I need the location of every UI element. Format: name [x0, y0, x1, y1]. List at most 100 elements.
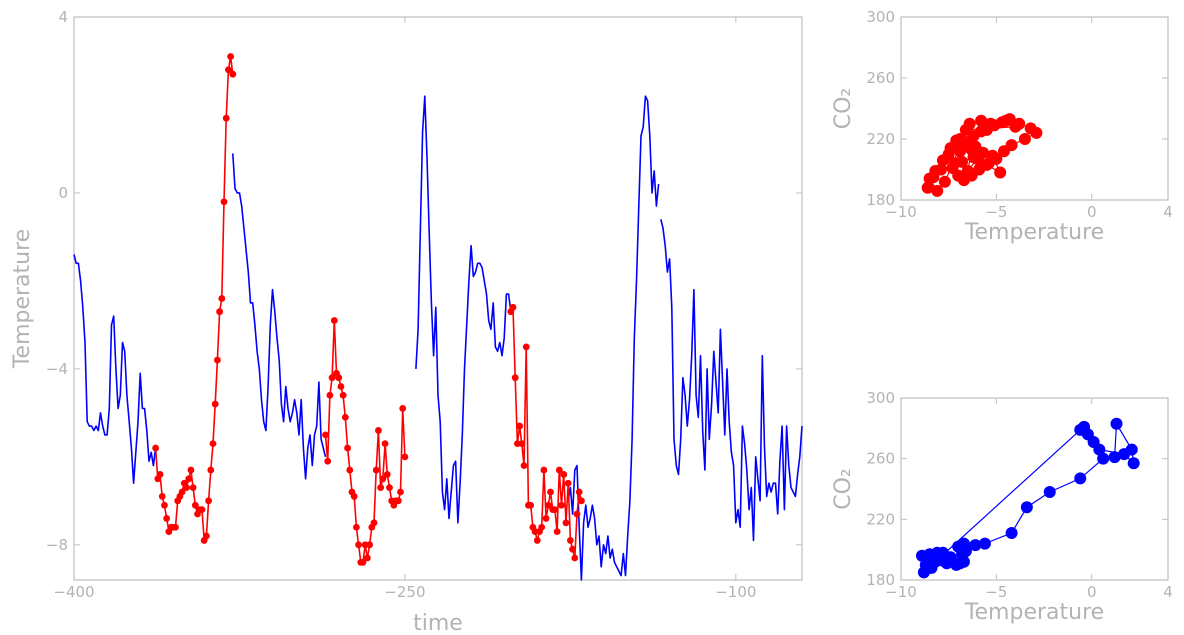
- data-point: [158, 493, 166, 500]
- data-point: [1074, 423, 1087, 436]
- data-point: [923, 561, 936, 574]
- data-point: [547, 488, 554, 496]
- data-point: [207, 466, 215, 474]
- data-point: [938, 175, 951, 188]
- data-point: [975, 114, 988, 127]
- data-point: [573, 510, 581, 518]
- data-point: [965, 143, 978, 156]
- data-point: [366, 541, 374, 549]
- data-point: [350, 493, 358, 500]
- data-point: [959, 123, 972, 136]
- data-point: [575, 488, 583, 496]
- y-tick-label: 300: [866, 8, 895, 26]
- data-point: [509, 303, 517, 311]
- data-point: [227, 53, 235, 60]
- data-point: [954, 145, 967, 158]
- data-point: [337, 383, 345, 390]
- data-point: [216, 308, 224, 316]
- data-point: [335, 374, 343, 382]
- data-point: [961, 165, 974, 178]
- data-point: [1009, 120, 1022, 133]
- data-point: [372, 466, 380, 474]
- data-point: [956, 155, 969, 168]
- data-point: [172, 523, 179, 531]
- data-point: [1108, 451, 1121, 464]
- data-point: [379, 475, 387, 483]
- data-point: [185, 475, 193, 483]
- data-point: [152, 444, 160, 452]
- data-point: [229, 70, 237, 78]
- data-point: [205, 497, 212, 505]
- data-point: [564, 479, 572, 487]
- data-point: [326, 391, 334, 399]
- y-tick-label: 180: [866, 571, 895, 589]
- data-point: [978, 537, 991, 550]
- data-point: [198, 506, 206, 514]
- data-point: [183, 484, 190, 492]
- data-point: [577, 497, 585, 505]
- data-point: [931, 184, 944, 197]
- data-point: [178, 488, 186, 496]
- series-line: [660, 219, 803, 542]
- x-axis-label: Temperature: [964, 600, 1104, 625]
- x-tick-label: −10: [885, 203, 917, 221]
- x-tick-label: −250: [384, 583, 425, 601]
- series-line: [232, 153, 327, 480]
- data-point: [946, 555, 959, 568]
- y-tick-label: 220: [866, 510, 895, 528]
- data-point: [533, 537, 541, 544]
- data-point: [328, 374, 336, 382]
- data-point: [386, 484, 393, 492]
- data-point: [562, 519, 570, 527]
- series-line: [73, 254, 157, 484]
- data-point: [156, 471, 164, 478]
- x-axis-label: time: [413, 611, 463, 635]
- data-point: [187, 466, 195, 474]
- data-point: [1127, 457, 1140, 470]
- data-point: [571, 554, 579, 562]
- data-point: [352, 523, 360, 531]
- data-point: [222, 114, 230, 122]
- data-point: [324, 457, 332, 465]
- data-point: [1097, 452, 1110, 465]
- series-line: [567, 95, 660, 581]
- x-tick-label: 4: [1163, 583, 1173, 601]
- data-point: [189, 484, 197, 492]
- data-point: [355, 541, 362, 549]
- data-point: [220, 198, 228, 206]
- y-tick-label: 260: [866, 450, 895, 468]
- data-point: [984, 117, 997, 130]
- data-point: [213, 356, 221, 364]
- data-point: [560, 471, 568, 478]
- y-tick-label: 300: [866, 389, 895, 407]
- chart-main: −400 −250 −100 4 0 −4 −8 time Temperature: [10, 8, 803, 635]
- data-point: [1110, 417, 1123, 430]
- x-tick-label: 4: [1163, 203, 1173, 221]
- data-point: [1020, 501, 1033, 514]
- data-point: [969, 539, 982, 552]
- data-point: [522, 343, 530, 351]
- y-tick-label: 0: [58, 184, 68, 202]
- data-point: [553, 528, 561, 536]
- x-tick-label: 0: [1087, 583, 1097, 601]
- data-point: [538, 523, 546, 531]
- data-point: [381, 440, 389, 448]
- data-point: [1043, 486, 1056, 499]
- data-point: [225, 66, 232, 74]
- data-point: [211, 400, 219, 408]
- data-point: [921, 181, 934, 194]
- series-line: [415, 95, 512, 524]
- data-point: [520, 462, 528, 470]
- data-point: [401, 453, 409, 461]
- data-point: [999, 114, 1012, 127]
- data-point: [527, 501, 535, 509]
- data-point: [339, 391, 347, 399]
- data-point: [946, 161, 959, 174]
- x-tick-label: −400: [53, 583, 94, 601]
- data-point: [209, 440, 217, 448]
- data-point: [936, 154, 949, 167]
- data-point: [163, 515, 171, 522]
- y-tick-label: 180: [866, 191, 895, 209]
- data-point: [1118, 448, 1131, 461]
